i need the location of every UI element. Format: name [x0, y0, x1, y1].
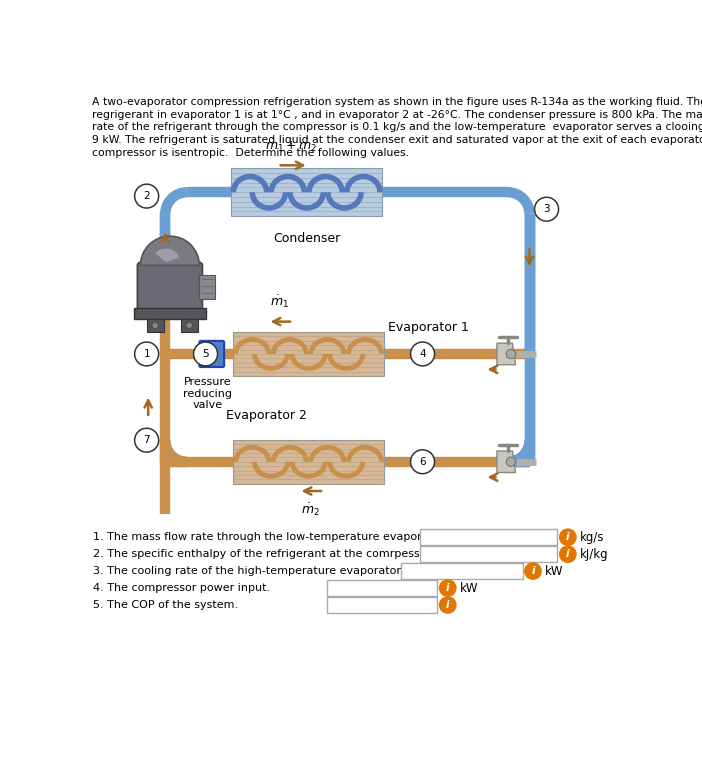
Wedge shape: [140, 236, 199, 266]
Circle shape: [411, 342, 435, 366]
Circle shape: [506, 457, 515, 466]
FancyBboxPatch shape: [401, 563, 522, 579]
Text: kW: kW: [460, 581, 478, 594]
Text: Evaporator 2: Evaporator 2: [226, 409, 307, 422]
Text: 3: 3: [543, 204, 550, 214]
Text: i: i: [531, 566, 535, 576]
Text: 5: 5: [202, 349, 209, 359]
Text: 5. The COP of the system.: 5. The COP of the system.: [93, 600, 238, 610]
Text: 2: 2: [143, 191, 150, 201]
Text: Pressure
reducing
valve: Pressure reducing valve: [183, 377, 232, 410]
Text: $\dot{m}_1 + \dot{m}_2$: $\dot{m}_1 + \dot{m}_2$: [265, 137, 318, 154]
Text: kg/s: kg/s: [580, 531, 604, 544]
Text: $\dot{m}_1$: $\dot{m}_1$: [270, 293, 289, 310]
Circle shape: [152, 323, 158, 329]
Circle shape: [439, 596, 456, 614]
FancyBboxPatch shape: [327, 580, 437, 596]
Text: i: i: [566, 549, 569, 559]
Text: i: i: [446, 600, 449, 610]
FancyBboxPatch shape: [199, 341, 224, 367]
Text: kJ/kg: kJ/kg: [580, 548, 609, 561]
Text: i: i: [446, 583, 449, 593]
FancyBboxPatch shape: [231, 168, 383, 217]
Text: 1: 1: [143, 349, 150, 359]
Bar: [134, 308, 206, 319]
Text: kW: kW: [545, 564, 564, 578]
Bar: [199, 276, 215, 299]
FancyBboxPatch shape: [420, 546, 557, 562]
Text: 4: 4: [419, 349, 426, 359]
Text: Condenser: Condenser: [273, 232, 340, 245]
Circle shape: [135, 342, 159, 366]
Circle shape: [439, 579, 456, 597]
Text: 6: 6: [419, 457, 426, 467]
FancyBboxPatch shape: [234, 440, 384, 484]
Circle shape: [135, 184, 159, 208]
FancyBboxPatch shape: [327, 597, 437, 613]
Text: 2. The specific enthalpy of the refrigerant at the comrpessor inlet.: 2. The specific enthalpy of the refriger…: [93, 549, 463, 559]
Bar: [147, 319, 164, 332]
Text: 3. The cooling rate of the high-temperature evaporator.: 3. The cooling rate of the high-temperat…: [93, 566, 404, 576]
Text: 4. The compressor power input.: 4. The compressor power input.: [93, 583, 270, 593]
Text: $\dot{m}_2$: $\dot{m}_2$: [300, 502, 319, 518]
Text: 1. The mass flow rate through the low-temperature evaporator.: 1. The mass flow rate through the low-te…: [93, 532, 447, 542]
Circle shape: [186, 323, 192, 329]
Polygon shape: [497, 451, 515, 472]
Circle shape: [506, 349, 515, 359]
Circle shape: [559, 528, 577, 546]
Bar: [180, 319, 198, 332]
Circle shape: [411, 450, 435, 474]
FancyBboxPatch shape: [138, 263, 202, 312]
Polygon shape: [497, 343, 515, 365]
Circle shape: [559, 545, 577, 563]
FancyBboxPatch shape: [420, 529, 557, 545]
Text: i: i: [566, 531, 569, 542]
Wedge shape: [155, 249, 179, 263]
Text: A two-evaporator compression refrigeration system as shown in the figure uses R-: A two-evaporator compression refrigerati…: [93, 97, 702, 158]
Circle shape: [534, 197, 559, 221]
Text: 7: 7: [143, 435, 150, 445]
FancyBboxPatch shape: [234, 332, 384, 376]
Circle shape: [135, 429, 159, 452]
Circle shape: [524, 562, 542, 580]
Text: Evaporator 1: Evaporator 1: [388, 320, 468, 333]
Circle shape: [194, 342, 218, 366]
